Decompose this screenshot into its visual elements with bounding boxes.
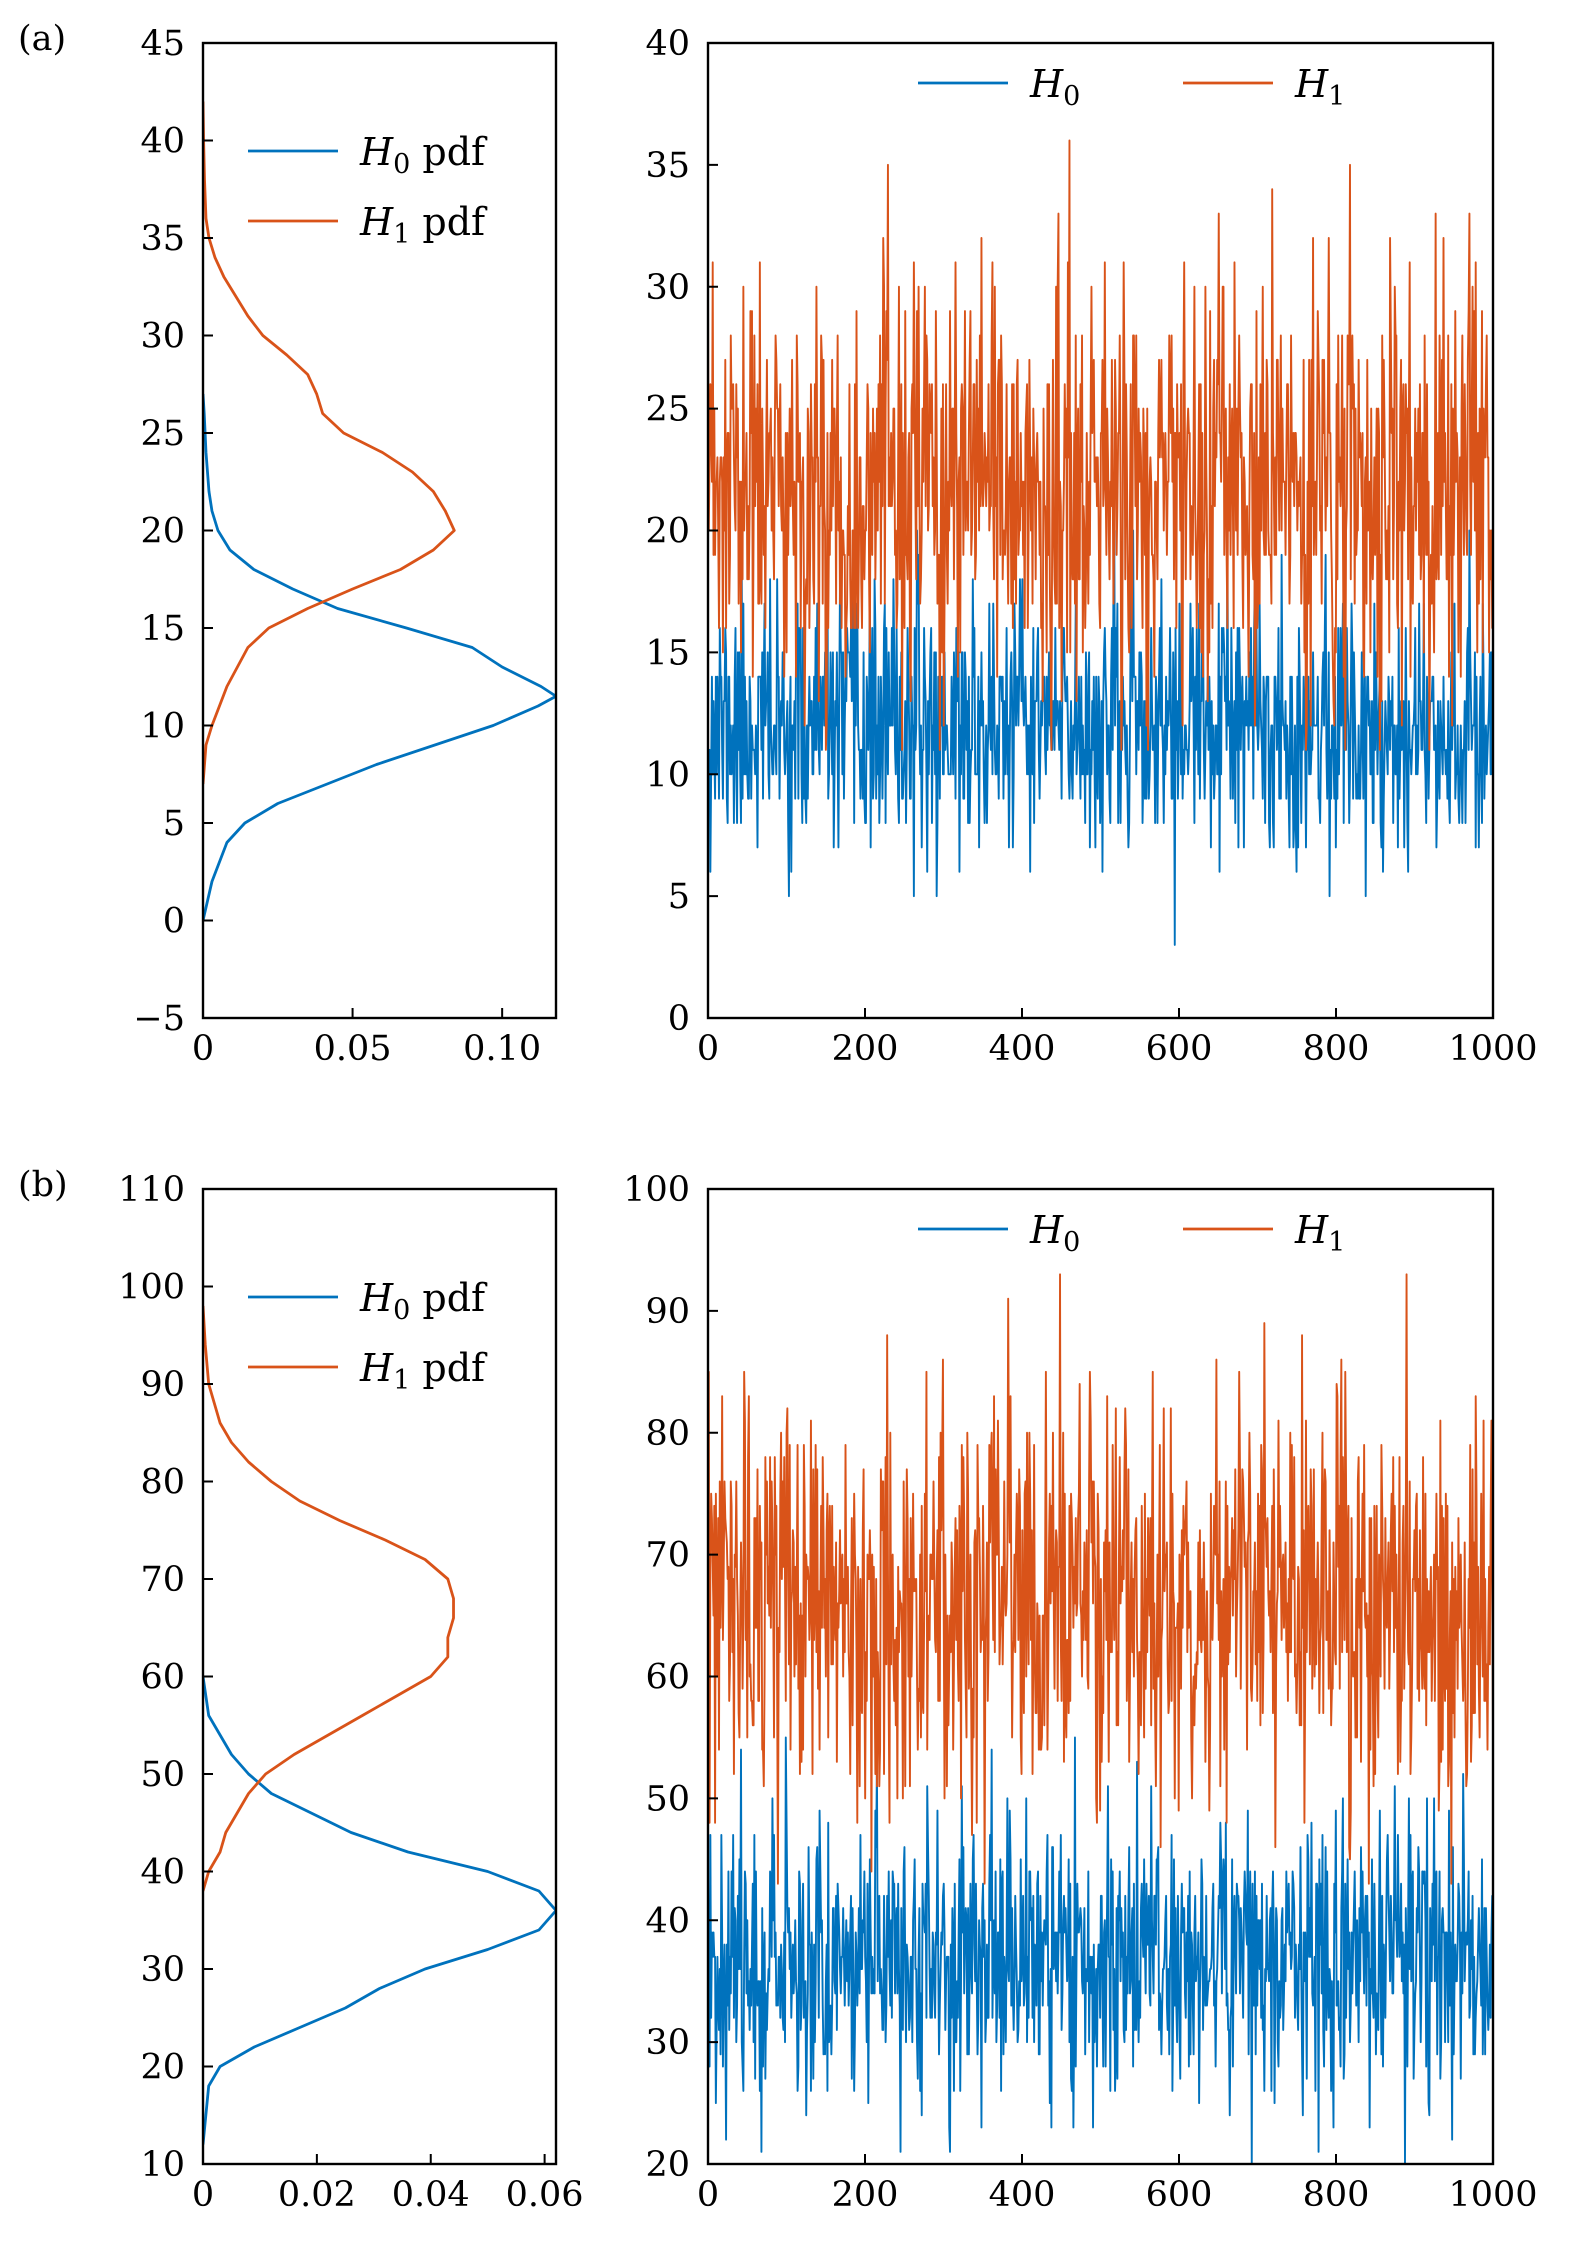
axes-frame — [201, 1187, 558, 2166]
x-tick-label: 200 — [832, 1029, 899, 1069]
y-tick-label: 10 — [645, 755, 690, 795]
x-tick-label: 400 — [989, 2175, 1056, 2215]
y-tick-label: 5 — [163, 804, 185, 844]
y-tick-label: 100 — [118, 1268, 185, 1308]
series-line-h0-pdf — [203, 393, 556, 921]
y-tick-label: 30 — [645, 2023, 690, 2063]
y-tick-label: 25 — [140, 414, 185, 454]
y-tick-label: 20 — [140, 2048, 185, 2088]
plot-area — [203, 101, 556, 921]
series-line-h1-pdf — [203, 101, 456, 785]
y-tick-label: 40 — [140, 122, 185, 162]
x-tick-label: 0 — [192, 2175, 214, 2215]
plot-area — [708, 1273, 1493, 2164]
y-tick-label: 20 — [645, 2145, 690, 2185]
x-tick-label: 0 — [697, 1029, 719, 1069]
x-tick-label: 800 — [1303, 1029, 1370, 1069]
panel-label-a: (a) — [18, 19, 66, 59]
x-tick-label: 600 — [1146, 2175, 1213, 2215]
x-tick-label: 200 — [832, 2175, 899, 2215]
series-line-h1-pdf — [203, 1305, 455, 1892]
y-tick-label: 40 — [140, 1853, 185, 1893]
plot-area — [708, 139, 1493, 946]
y-tick-label: 40 — [645, 1901, 690, 1941]
y-tick-label: 20 — [140, 512, 185, 552]
y-tick-label: 70 — [140, 1560, 185, 1600]
y-tick-label: 60 — [140, 1658, 185, 1698]
legend: H0 H1 — [918, 1208, 1345, 1258]
x-tick-label: 0.06 — [506, 2175, 584, 2215]
y-tick-label: 20 — [645, 512, 690, 552]
y-tick-label: 30 — [140, 1950, 185, 1990]
x-tick-label: 600 — [1146, 1029, 1213, 1069]
series-line-h0-pdf — [203, 1676, 556, 2145]
legend: H0 pdf H1 pdf — [248, 130, 488, 250]
y-tick-label: 15 — [140, 609, 185, 649]
legend-label: H0 pdf — [359, 1276, 488, 1326]
y-tick-label: 90 — [140, 1365, 185, 1405]
axes-frame — [201, 41, 558, 1020]
legend: H0 H1 — [918, 62, 1345, 112]
legend-label: H1 pdf — [359, 1346, 488, 1396]
panel-b: (b) 0 0.02 0.04 0.06 10 20 30 40 50 60 70 80 90 100 11… — [18, 1165, 1538, 2215]
y-tick-label: 30 — [645, 268, 690, 308]
y-tick-label: 30 — [140, 317, 185, 357]
x-tick-label: 0.02 — [278, 2175, 356, 2215]
y-tick-label: 35 — [645, 146, 690, 186]
x-tick-label: 0 — [697, 2175, 719, 2215]
y-tick-label: 15 — [645, 633, 690, 673]
chart-b-pdf: 0 0.02 0.04 0.06 10 20 30 40 50 60 70 80 90 100 110 H0 … — [118, 1170, 583, 2215]
legend-label: H1 — [1294, 1208, 1345, 1258]
series-line-h1 — [708, 139, 1493, 751]
y-tick-label: 0 — [163, 902, 185, 942]
y-tick-label: 5 — [668, 877, 690, 917]
x-tick-label: 0.10 — [463, 1029, 541, 1069]
y-tick-label: 40 — [645, 24, 690, 64]
chart-a-samples: 0 200 400 600 800 1000 0 5 10 15 20 25 30 35 40 H0 H1 — [645, 24, 1537, 1069]
y-tick-label: 110 — [118, 1170, 185, 1210]
y-tick-label: 10 — [140, 707, 185, 747]
x-tick-label: 0.05 — [314, 1029, 392, 1069]
y-tick-label: 10 — [140, 2145, 185, 2185]
plot-area — [203, 1305, 556, 2145]
x-tick-label: 0.04 — [392, 2175, 470, 2215]
chart-b-samples: 0 200 400 600 800 1000 20 30 40 50 60 70 80 90 100 H0 H1 — [623, 1170, 1537, 2215]
y-tick-label: 80 — [140, 1463, 185, 1503]
y-tick-label: 60 — [645, 1658, 690, 1698]
y-tick-label: 25 — [645, 390, 690, 430]
legend-label: H0 — [1029, 1208, 1080, 1258]
y-tick-label: 90 — [645, 1292, 690, 1332]
y-tick-label: 45 — [140, 24, 185, 64]
series-line-h0 — [708, 1736, 1493, 2164]
y-tick-label: 0 — [668, 999, 690, 1039]
x-tick-label: 1000 — [1448, 2175, 1537, 2215]
legend-label: H1 — [1294, 62, 1345, 112]
y-tick-label: 50 — [645, 1779, 690, 1819]
y-tick-label: −5 — [133, 999, 185, 1039]
x-tick-label: 400 — [989, 1029, 1056, 1069]
y-tick-label: 35 — [140, 219, 185, 259]
series-line-h0 — [708, 529, 1493, 946]
legend-label: H1 pdf — [359, 200, 488, 250]
y-tick-label: 100 — [623, 1170, 690, 1210]
legend: H0 pdf H1 pdf — [248, 1276, 488, 1396]
series-line-h1 — [708, 1273, 1493, 1885]
legend-label: H0 — [1029, 62, 1080, 112]
y-tick-label: 80 — [645, 1414, 690, 1454]
panel-label-b: (b) — [18, 1165, 68, 1205]
x-tick-label: 0 — [192, 1029, 214, 1069]
legend-label: H0 pdf — [359, 130, 488, 180]
x-tick-label: 1000 — [1448, 1029, 1537, 1069]
y-tick-label: 50 — [140, 1755, 185, 1795]
x-tick-label: 800 — [1303, 2175, 1370, 2215]
y-tick-label: 70 — [645, 1536, 690, 1576]
